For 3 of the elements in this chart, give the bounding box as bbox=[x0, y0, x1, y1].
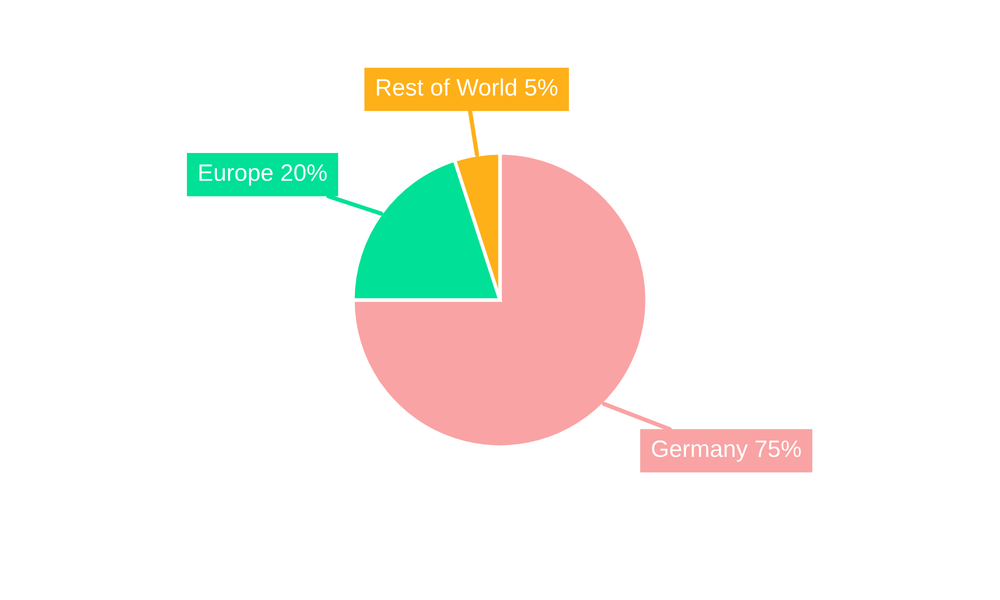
slice-label: Europe 20% bbox=[199, 164, 327, 186]
slice-label: Rest of World 5% bbox=[376, 78, 558, 96]
slice-label: Germany 75% bbox=[652, 440, 801, 462]
